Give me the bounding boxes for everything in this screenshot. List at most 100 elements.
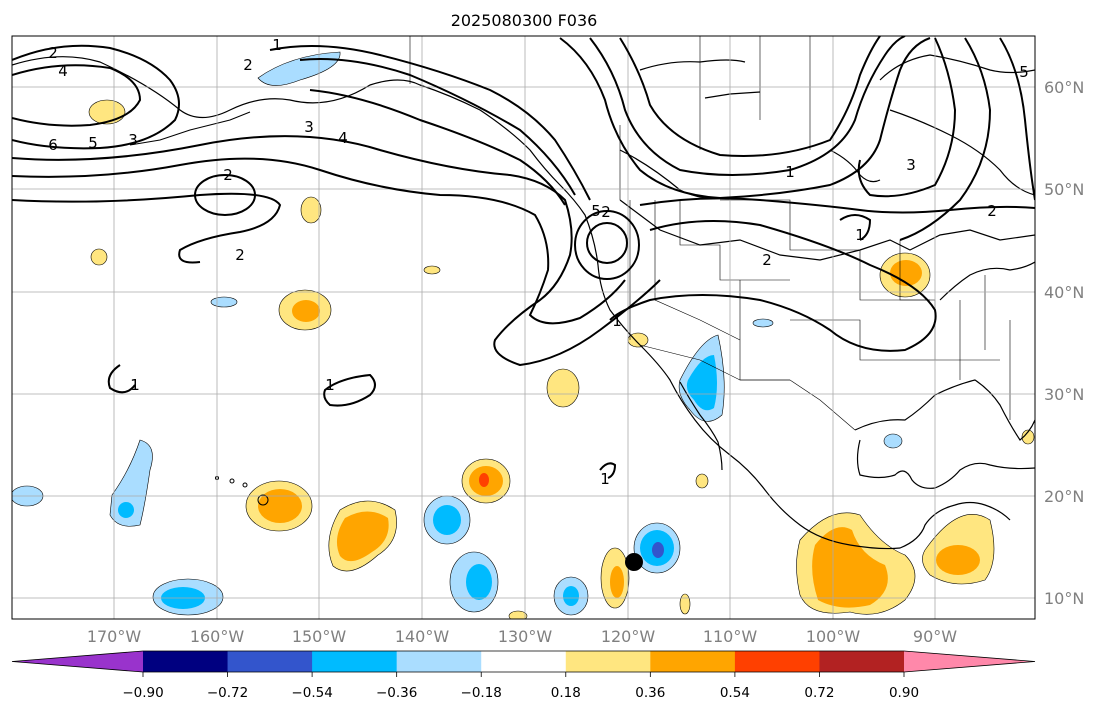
contour-line [619,36,881,157]
positive-anomaly [695,473,709,489]
contour-label: 1 [600,470,610,488]
political-borders [409,36,1011,431]
lon-tick-label: 90°W [913,627,957,646]
contour-line [839,214,872,241]
chart-title: 2025080300 F036 [451,11,598,30]
lon-tick-label: 130°W [498,627,553,646]
positive-anomaly-core [292,300,320,322]
lon-tick-label: 120°W [601,627,656,646]
contour-label: 2 [987,202,997,220]
positive-anomaly [300,196,322,224]
map-panel: 2 4 6 5 3 2 1 2 3 4 2 5 1 2 1 1 1 3 2 1 … [12,36,1035,619]
contour-label: 6 [48,136,58,154]
positive-anomaly-core [336,511,389,562]
lon-tick-label: 140°W [395,627,450,646]
colorbar-tick-label: 0.18 [551,685,581,701]
contour-label: 2 [235,246,245,264]
colorbar-tick-label: −0.36 [376,685,417,701]
contour-line [586,222,628,264]
positive-anomaly [423,265,441,275]
contour-label: 5 [1019,63,1029,81]
colorbar-segment [312,651,398,672]
contour-line [559,37,931,200]
contour-label: 5 [88,134,98,152]
lat-tick-label: 20°N [1044,487,1084,506]
contour-label: 4 [338,129,348,147]
colorbar-tick-label: 0.90 [889,685,919,701]
colorbar-tick-label: 0.72 [804,685,834,701]
contour-line [107,364,136,394]
negative-anomaly-core [563,586,579,606]
map-frame [11,35,1036,620]
negative-anomaly [883,433,903,449]
colorbar-tick-label: −0.18 [461,685,502,701]
lon-tick-label: 160°W [190,627,245,646]
negative-anomaly-core [118,502,134,518]
lat-tick-label: 30°N [1044,385,1084,404]
colorbar-segment [734,651,820,672]
positive-anomaly-peak [479,473,489,487]
contour-line [12,44,180,150]
contour-line [323,373,376,407]
colorbar-extension-low [12,651,143,672]
colorbar-extension-high [904,651,1035,672]
contour-label: 1 [325,376,335,394]
map-background [12,36,1035,619]
contour-line [574,210,640,280]
contour-line [12,135,661,367]
colorbar-segment [481,651,567,672]
colorbar-segment [565,651,651,672]
lon-tick-label: 170°W [87,627,142,646]
colorbar-tick-label: 0.36 [635,685,665,701]
colorbar-tick-label: 0.54 [720,685,750,701]
negative-anomaly-peak [652,542,664,558]
positive-anomaly [679,593,691,615]
lat-tick-label: 10°N [1044,589,1084,608]
positive-anomaly [90,248,108,266]
positive-anomaly-core [890,260,922,286]
contour-label: 3 [304,118,314,136]
negative-anomaly-core [466,564,492,600]
contour-line [599,462,617,479]
contour-label: 2 [243,56,253,74]
lon-tick-label: 150°W [292,627,347,646]
positive-anomaly-core [936,545,980,575]
negative-anomaly-core [433,505,461,535]
aleutian-islands [129,111,251,146]
anomaly-shading [12,51,1035,619]
colorbar-segment [143,651,229,672]
contour-label: 2 [601,203,611,221]
lat-tick-label: 50°N [1044,180,1084,199]
contour-label: 1 [785,163,795,181]
positive-anomaly [508,610,528,619]
contour-line [12,192,282,264]
height-contours [12,36,1035,479]
contour-line [899,37,992,241]
positive-anomaly [88,99,126,125]
negative-anomaly [257,51,341,86]
contour-label: 1 [130,376,140,394]
positive-anomaly [1021,429,1035,445]
contour-labels: 2 4 6 5 3 2 1 2 3 4 2 5 1 2 1 1 1 3 2 1 … [48,36,1029,488]
longitude-labels: 170°W 160°W 150°W 140°W 130°W 120°W 110°… [87,627,957,646]
lon-tick-label: 100°W [806,627,861,646]
colorbar-segment [227,651,313,672]
contour-line [639,197,1035,214]
colorbar: −0.90 −0.72 −0.54 −0.36 −0.18 0.18 0.36 0.54 0.7… [11,650,1036,701]
colorbar-tick-label: −0.90 [122,685,163,701]
contour-line [12,157,626,325]
contour-line [299,58,576,196]
lon-tick-label: 110°W [703,627,758,646]
positive-anomaly-core [258,489,302,523]
graticule [12,36,1035,619]
hawaii-island [229,478,235,484]
contour-label: 1 [612,312,622,330]
contour-label: 2 [223,166,233,184]
contour-line [589,36,906,176]
contour-line [999,37,1035,201]
lat-tick-label: 60°N [1044,78,1084,97]
contour-label: 4 [58,62,68,80]
contour-line [12,64,142,127]
contour-line [194,174,256,216]
